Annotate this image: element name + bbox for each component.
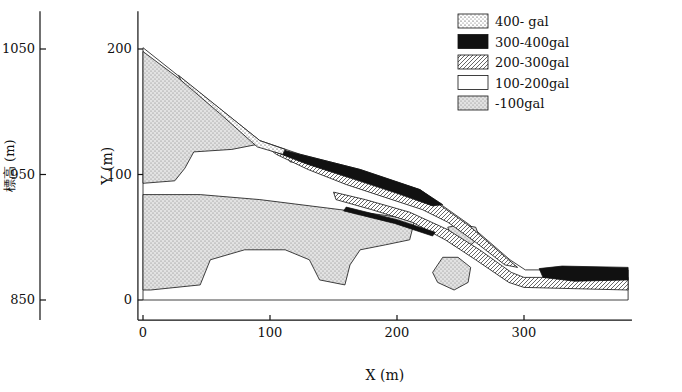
chart: 0100200300X (m)0100200Y (m)8509501050標高 … bbox=[0, 0, 682, 392]
x-tick-label: 0 bbox=[139, 325, 147, 340]
legend-swatch bbox=[458, 76, 488, 90]
legend-label: 400- gal bbox=[495, 14, 549, 29]
contour-region bbox=[260, 142, 518, 268]
x-tick bbox=[269, 315, 270, 320]
contour-region bbox=[143, 52, 257, 184]
contour-region bbox=[433, 257, 471, 290]
y2-axis-title: 標高 (m) bbox=[2, 139, 17, 192]
legend-swatch bbox=[458, 14, 488, 28]
y-tick-label: 0 bbox=[124, 292, 132, 307]
contour-region bbox=[143, 48, 628, 300]
legend-label: -100gal bbox=[495, 96, 544, 111]
contour-region bbox=[334, 192, 629, 290]
legend-label: 100-200gal bbox=[495, 76, 569, 91]
y2-tick-label: 1050 bbox=[2, 41, 35, 56]
y-axis-title: Y (m) bbox=[99, 147, 115, 186]
legend-swatch bbox=[458, 35, 488, 49]
y2-tick bbox=[40, 48, 46, 49]
x-tick bbox=[142, 315, 143, 320]
x-tick bbox=[523, 315, 524, 320]
contour-region bbox=[344, 207, 435, 236]
x-tick bbox=[396, 315, 397, 320]
x-tick-label: 100 bbox=[258, 325, 283, 340]
y-tick-label: 200 bbox=[107, 41, 132, 56]
x-axis bbox=[138, 319, 632, 320]
contour-region bbox=[270, 147, 443, 206]
y2-tick bbox=[40, 174, 46, 175]
y-axis bbox=[137, 11, 138, 320]
x-tick-label: 300 bbox=[512, 325, 537, 340]
y2-tick bbox=[40, 299, 46, 300]
contour-region bbox=[179, 75, 286, 154]
y2-axis bbox=[39, 11, 40, 320]
x-axis-title: X (m) bbox=[366, 367, 405, 383]
regions bbox=[143, 48, 628, 300]
y-tick bbox=[138, 174, 143, 175]
y-tick bbox=[138, 299, 143, 300]
contour-region bbox=[539, 266, 628, 281]
y-tick bbox=[138, 48, 143, 49]
legend-label: 300-400gal bbox=[495, 35, 569, 50]
legend-swatch bbox=[458, 96, 488, 110]
legend-swatch bbox=[458, 55, 488, 69]
x-tick-label: 200 bbox=[385, 325, 410, 340]
legend-label: 200-300gal bbox=[495, 55, 569, 70]
y2-tick-label: 850 bbox=[10, 292, 35, 307]
